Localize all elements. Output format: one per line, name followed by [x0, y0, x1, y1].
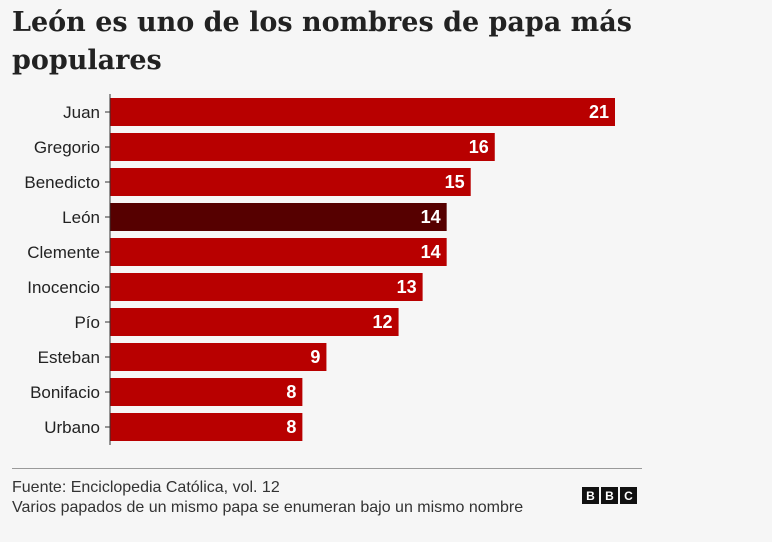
value-label: 12	[373, 312, 393, 332]
bar-benedicto	[110, 168, 471, 196]
value-label: 16	[469, 137, 489, 157]
note-text: Varios papados de un mismo papa se enume…	[12, 499, 524, 516]
bar-urbano	[110, 413, 303, 441]
bar-clemente	[110, 238, 447, 266]
logo-box: C	[620, 487, 637, 504]
category-label: Urbano	[44, 418, 100, 437]
category-label: Juan	[63, 103, 100, 122]
value-label: 8	[286, 382, 296, 402]
footer-divider	[12, 468, 642, 469]
bar-bonifacio	[110, 378, 303, 406]
category-label: Clemente	[27, 243, 100, 262]
value-label: 14	[421, 242, 441, 262]
bar-león	[110, 203, 447, 231]
category-label: Bonifacio	[30, 383, 100, 402]
bar-pío	[110, 308, 399, 336]
bar-esteban	[110, 343, 327, 371]
bbc-logo: B B C	[582, 487, 637, 504]
bar-juan	[110, 98, 615, 126]
bar-gregorio	[110, 133, 495, 161]
bar-chart: Juan 21 Gregorio 16 Benedicto 15 León 14 Clement…	[24, 94, 615, 445]
bar-inocencio	[110, 273, 423, 301]
value-label: 9	[310, 347, 320, 367]
category-label: Benedicto	[24, 173, 100, 192]
value-label: 13	[397, 277, 417, 297]
category-label: Pío	[74, 313, 100, 332]
logo-letter: C	[624, 488, 633, 503]
logo-letter: B	[605, 488, 614, 503]
value-label: 14	[421, 207, 441, 227]
value-label: 21	[589, 102, 609, 122]
category-label: Gregorio	[34, 138, 100, 157]
category-label: Esteban	[38, 348, 100, 367]
source-text: Fuente: Enciclopedia Católica, vol. 12	[12, 479, 280, 496]
value-label: 15	[445, 172, 465, 192]
chart-title: León es uno de los nombres de papa más p…	[12, 7, 632, 76]
logo-box: B	[601, 487, 618, 504]
logo-box: B	[582, 487, 599, 504]
category-label: Inocencio	[27, 278, 100, 297]
category-label: León	[62, 208, 100, 227]
value-label: 8	[286, 417, 296, 437]
logo-letter: B	[586, 488, 595, 503]
